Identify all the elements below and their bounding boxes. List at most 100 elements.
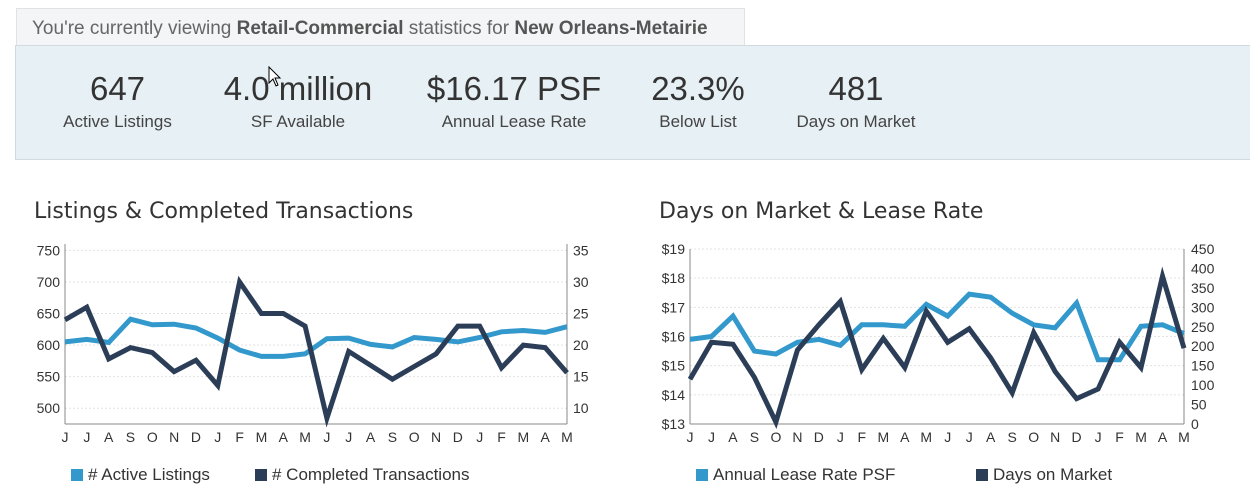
- x-tick-label: J: [83, 429, 90, 445]
- x-tick-label: A: [279, 429, 289, 445]
- y-left-tick-label: $16: [662, 329, 686, 345]
- series-line-left: [689, 291, 1185, 363]
- x-tick-label: S: [388, 429, 397, 445]
- x-tick-label: D: [814, 429, 824, 445]
- y-right-tick-label: 300: [1191, 299, 1215, 315]
- x-tick-label: D: [453, 429, 463, 445]
- y-right-tick-label: 35: [573, 242, 589, 258]
- x-tick-label: J: [345, 429, 352, 445]
- y-right-tick-label: 150: [1191, 358, 1215, 374]
- y-right-tick-label: 20: [573, 337, 589, 353]
- x-tick-label: F: [858, 429, 867, 445]
- stat-active-listings: 647 Active Listings: [46, 69, 189, 134]
- stat-label: SF Available: [250, 112, 346, 131]
- x-tick-label: J: [944, 429, 951, 445]
- x-tick-label: M: [1178, 429, 1190, 445]
- stat-label: Active Listings: [63, 112, 172, 131]
- stat-value: $16.17 PSF: [426, 70, 602, 107]
- y-right-tick-label: 200: [1191, 338, 1215, 354]
- x-tick-label: O: [147, 429, 158, 445]
- x-tick-label: S: [1008, 429, 1017, 445]
- legend-label: # Active Listings: [88, 465, 210, 484]
- y-left-tick-label: 500: [37, 400, 61, 416]
- legend-swatch: [696, 469, 708, 481]
- y-right-tick-label: 250: [1191, 319, 1215, 335]
- market-context-tab: You're currently viewing Retail-Commerci…: [16, 8, 745, 46]
- y-left-tick-label: 650: [37, 305, 61, 321]
- legend-swatch: [976, 469, 988, 481]
- x-tick-label: J: [966, 429, 973, 445]
- legend-item-active-listings[interactable]: # Active Listings: [71, 465, 210, 485]
- x-tick-label: D: [1072, 429, 1082, 445]
- y-left-tick-label: $14: [662, 387, 686, 403]
- x-tick-label: J: [323, 429, 330, 445]
- y-right-tick-label: 450: [1191, 241, 1215, 257]
- y-right-tick-label: 15: [573, 369, 589, 385]
- series-line-right: [687, 266, 1187, 430]
- y-left-tick-label: $17: [662, 299, 686, 315]
- y-left-tick-label: $18: [662, 270, 686, 286]
- legend-label: Days on Market: [993, 465, 1113, 484]
- x-tick-label: J: [708, 429, 715, 445]
- series-line-right: [63, 275, 569, 428]
- legend-item-completed-transactions[interactable]: # Completed Transactions: [255, 465, 470, 485]
- stat-label: Annual Lease Rate: [441, 112, 587, 131]
- x-tick-label: M: [920, 429, 932, 445]
- x-tick-label: M: [877, 429, 889, 445]
- y-left-tick-label: 750: [37, 242, 61, 258]
- y-right-tick-label: 400: [1191, 260, 1215, 276]
- x-tick-label: J: [62, 429, 69, 445]
- property-type: Retail-Commercial: [236, 18, 404, 39]
- x-tick-label: A: [728, 429, 738, 445]
- mouse-cursor-icon: [268, 66, 282, 87]
- stat-value: 481: [828, 70, 884, 107]
- x-tick-label: J: [214, 429, 221, 445]
- x-tick-label: F: [1115, 429, 1124, 445]
- x-tick-label: A: [986, 429, 996, 445]
- x-tick-label: N: [169, 429, 179, 445]
- x-tick-label: N: [1050, 429, 1060, 445]
- stat-label: Below List: [659, 112, 737, 131]
- x-tick-label: A: [104, 429, 114, 445]
- x-tick-label: A: [541, 429, 551, 445]
- legend-label: Annual Lease Rate PSF: [713, 465, 896, 484]
- y-left-tick-label: $13: [662, 416, 686, 432]
- stat-label: Days on Market: [796, 112, 916, 131]
- legend-item-days-on-market[interactable]: Days on Market: [976, 465, 1112, 485]
- x-tick-label: A: [900, 429, 910, 445]
- x-tick-label: A: [366, 429, 376, 445]
- y-right-tick-label: 0: [1191, 416, 1199, 432]
- x-tick-label: M: [561, 429, 573, 445]
- x-tick-label: S: [750, 429, 759, 445]
- x-tick-label: O: [770, 429, 781, 445]
- x-tick-label: D: [191, 429, 201, 445]
- stat-value: 23.3%: [651, 70, 745, 107]
- y-right-tick-label: 10: [573, 400, 589, 416]
- context-middle: statistics for: [403, 18, 515, 39]
- y-left-tick-label: $19: [662, 241, 686, 257]
- y-left-tick-label: 700: [37, 274, 61, 290]
- x-tick-label: M: [299, 429, 311, 445]
- x-tick-label: F: [235, 429, 244, 445]
- x-tick-label: S: [126, 429, 135, 445]
- x-tick-label: M: [256, 429, 268, 445]
- legend-swatch: [255, 469, 267, 481]
- x-tick-label: O: [409, 429, 420, 445]
- stat-value: 4.0 million: [223, 70, 373, 107]
- x-tick-label: M: [1135, 429, 1147, 445]
- y-left-tick-label: $15: [662, 358, 686, 374]
- x-tick-label: J: [1095, 429, 1102, 445]
- y-right-tick-label: 50: [1191, 397, 1207, 413]
- y-right-tick-label: 25: [573, 305, 589, 321]
- legend-swatch: [71, 469, 83, 481]
- stat-annual-lease-rate: $16.17 PSF Annual Lease Rate: [414, 69, 614, 134]
- stat-below-list: 23.3% Below List: [638, 69, 758, 134]
- x-tick-label: J: [476, 429, 483, 445]
- y-right-tick-label: 100: [1191, 377, 1215, 393]
- x-tick-label: F: [497, 429, 506, 445]
- x-tick-label: M: [518, 429, 530, 445]
- chart-title-days-market: Days on Market & Lease Rate: [659, 199, 984, 224]
- x-tick-label: O: [1028, 429, 1039, 445]
- legend-item-lease-rate[interactable]: Annual Lease Rate PSF: [696, 465, 895, 485]
- legend-label: # Completed Transactions: [272, 465, 470, 484]
